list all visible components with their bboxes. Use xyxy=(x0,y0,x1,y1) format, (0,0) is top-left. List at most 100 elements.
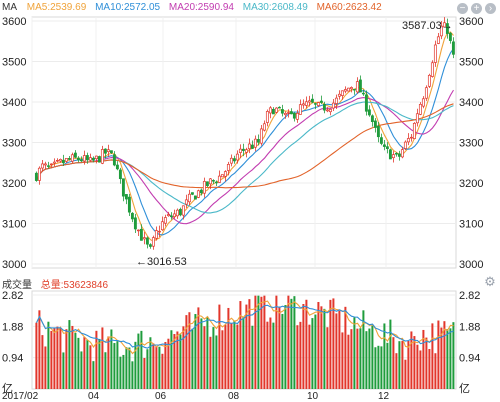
candle-body xyxy=(85,155,89,161)
candle-body xyxy=(127,196,131,213)
volume-bar xyxy=(437,320,440,389)
price-tick-left: 3200 xyxy=(2,178,26,190)
price-tick-left: 3400 xyxy=(2,97,26,109)
candle-body xyxy=(109,150,113,154)
zoom-in-button[interactable]: + xyxy=(471,3,482,14)
candle-body xyxy=(289,111,293,115)
volume-bar xyxy=(95,330,98,389)
volume-bar xyxy=(107,336,110,389)
volume-tick-left: 亿 xyxy=(2,382,13,395)
volume-bar xyxy=(50,330,53,389)
candle-body xyxy=(331,102,335,109)
candle-body xyxy=(268,107,272,114)
candle-body xyxy=(97,156,101,163)
volume-bar xyxy=(101,327,104,389)
volume-bar xyxy=(71,325,74,389)
volume-bar xyxy=(329,299,332,389)
candle-body xyxy=(304,101,308,106)
volume-bar xyxy=(59,328,62,389)
volume-bar xyxy=(56,326,59,389)
candle-body xyxy=(190,192,194,195)
volume-bar xyxy=(134,341,137,389)
candle-body xyxy=(247,143,251,150)
volume-tick-labels: 2.82 2.82 1.88 1.88 0.94 0.94 亿 亿 xyxy=(2,290,480,395)
price-tick-left: 3300 xyxy=(2,138,26,150)
volume-bar xyxy=(269,317,272,389)
volume-bar xyxy=(452,322,455,389)
candle-body xyxy=(130,212,134,220)
candle-body xyxy=(61,159,65,164)
candle-body xyxy=(286,112,290,114)
candle-body xyxy=(418,103,422,115)
volume-bar xyxy=(146,349,149,389)
x-tick-label: 12 xyxy=(378,391,390,402)
volume-bar xyxy=(266,321,269,389)
volume-bar xyxy=(203,326,206,389)
price-tick-right: 3600 xyxy=(459,16,483,28)
next-button[interactable]: › xyxy=(485,3,496,14)
candle-body xyxy=(388,149,392,160)
candle-body xyxy=(433,44,437,63)
volume-ma-lines xyxy=(36,300,454,355)
volume-bar xyxy=(389,319,392,389)
candle-body xyxy=(73,152,77,158)
candle-body xyxy=(367,109,371,116)
volume-bar xyxy=(359,328,362,389)
x-tick-label: 2017/02 xyxy=(2,391,39,402)
candle-body xyxy=(238,148,242,153)
candle-body xyxy=(169,215,173,218)
candle-body xyxy=(358,79,362,93)
candle-body xyxy=(175,209,179,217)
candle-body xyxy=(211,180,215,182)
candle-body xyxy=(394,153,398,155)
candle-body xyxy=(154,230,158,239)
volume-bar xyxy=(347,334,350,389)
volume-bar xyxy=(374,347,377,389)
volume-bar xyxy=(233,320,236,389)
candle-body xyxy=(445,23,449,34)
volume-bar xyxy=(227,307,230,389)
candle-body xyxy=(235,153,239,161)
candle-body xyxy=(403,141,407,149)
candle-body xyxy=(370,115,374,123)
candle-body xyxy=(139,228,143,241)
candle-body xyxy=(316,102,320,106)
volume-bar xyxy=(257,295,260,389)
volume-bar xyxy=(200,318,203,389)
candle-body xyxy=(271,108,275,115)
candle-body xyxy=(412,122,416,139)
volume-bar xyxy=(113,343,116,389)
volume-bar xyxy=(422,329,425,389)
volume-bar xyxy=(68,320,71,389)
candle-body xyxy=(313,103,317,105)
candle-body xyxy=(124,194,128,200)
gear-icon[interactable]: ⚙ xyxy=(484,274,496,289)
moving-average-lines xyxy=(36,31,454,242)
volume-bar xyxy=(245,304,248,389)
volume-bar xyxy=(401,340,404,389)
volume-bar xyxy=(296,325,299,389)
volume-bar xyxy=(188,312,191,389)
volume-bar xyxy=(416,344,419,389)
x-tick-label: 08 xyxy=(228,391,240,402)
volume-tick-left: 1.88 xyxy=(2,321,23,333)
candle-body xyxy=(121,178,125,197)
volume-bar xyxy=(395,353,398,389)
candle-body xyxy=(274,107,278,113)
ma10-legend: MA10:2572.05 xyxy=(95,2,161,13)
price-tick-left: 3600 xyxy=(2,16,26,28)
volume-bar xyxy=(230,323,233,389)
volume-bar xyxy=(80,351,83,389)
volume-bar xyxy=(386,342,389,389)
candle-body xyxy=(421,98,425,107)
candle-body xyxy=(373,120,377,128)
candle-body xyxy=(337,93,341,97)
zoom-out-button[interactable]: − xyxy=(457,3,468,14)
volume-bar xyxy=(392,337,395,389)
volume-bar xyxy=(77,337,80,389)
candle-body xyxy=(307,100,311,103)
volume-bar xyxy=(290,298,293,389)
volume-bar xyxy=(209,336,212,389)
volume-bar xyxy=(251,325,254,389)
volume-bar xyxy=(272,322,275,389)
